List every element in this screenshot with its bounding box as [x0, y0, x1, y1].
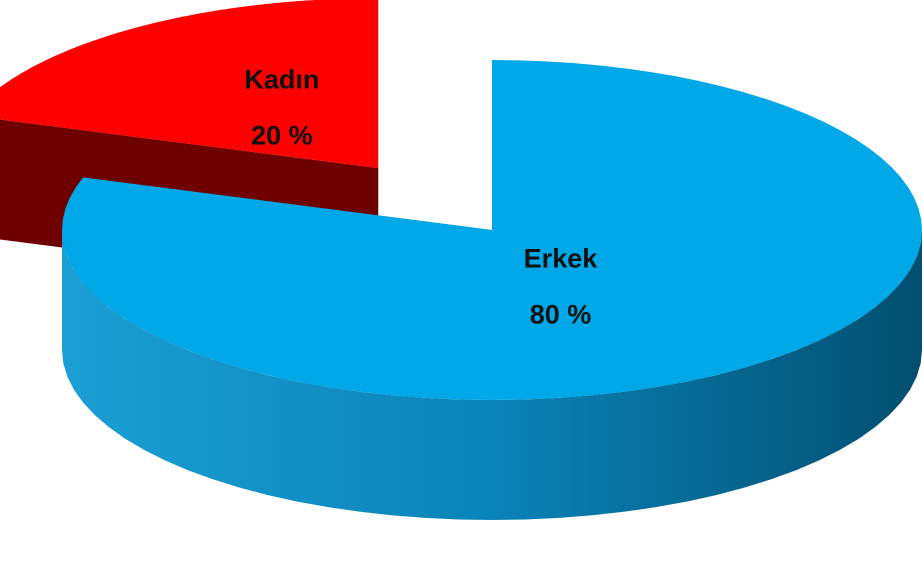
slice-label: Kadın	[244, 64, 319, 94]
slice-side	[62, 230, 922, 520]
slice-label: Erkek	[524, 243, 599, 273]
slice	[0, 0, 379, 169]
value-label: 20 %	[251, 120, 313, 150]
slice	[62, 60, 922, 400]
value-label: 80 %	[530, 299, 592, 329]
